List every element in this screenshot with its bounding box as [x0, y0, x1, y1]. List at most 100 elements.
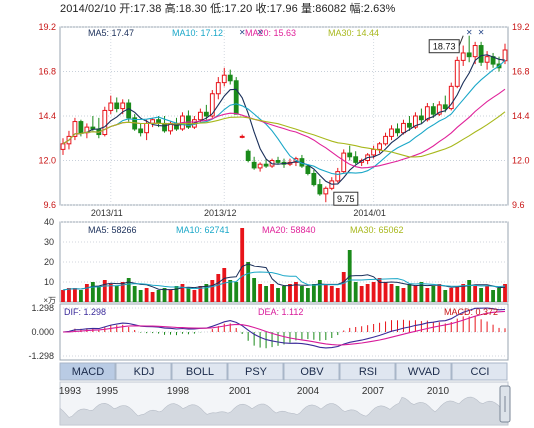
volume-bar — [132, 286, 137, 302]
candle-body — [401, 122, 406, 134]
candle-body — [371, 148, 377, 156]
range-marker-icon: ✕ — [257, 28, 264, 37]
volume-bar — [90, 282, 95, 302]
candle-body — [407, 122, 412, 128]
volume-legend-ma20: MA20: 58840 — [262, 225, 316, 235]
tab-obv[interactable] — [283, 362, 340, 381]
candle-body — [275, 160, 281, 163]
candle-body — [311, 172, 317, 186]
candle-body — [436, 104, 442, 115]
price-tick-right: 14.4 — [512, 111, 530, 121]
ma5-line — [62, 54, 506, 185]
month-label: 2013/12 — [204, 208, 237, 218]
candle-body — [502, 49, 508, 62]
volume-bar — [252, 278, 257, 302]
tab-label: CCI — [471, 366, 490, 378]
volume-bar — [353, 282, 358, 302]
volume-bar — [276, 288, 280, 302]
month-label: 2014/01 — [353, 208, 386, 218]
candle-body — [144, 122, 150, 134]
tab-macd[interactable] — [59, 362, 116, 381]
volume-bar — [383, 282, 388, 302]
volume-bar — [335, 288, 340, 302]
tab-boll[interactable] — [171, 362, 228, 381]
candle-body — [430, 106, 436, 115]
timeline-year-label: 1993 — [59, 386, 82, 397]
volume-bar — [311, 284, 316, 302]
low-annotation-label: 9.75 — [337, 194, 355, 204]
price-tick-left: 12.0 — [38, 156, 56, 166]
candle-body — [478, 45, 484, 63]
tab-wvad[interactable] — [395, 362, 452, 381]
volume-bar — [425, 288, 430, 302]
range-marker-icon: ✕ — [478, 28, 485, 37]
candle-body — [120, 102, 126, 110]
price-tick-left: 19.2 — [38, 22, 56, 32]
price-tick-right: 16.8 — [512, 67, 530, 77]
candle-body — [227, 74, 233, 82]
volume-bar — [198, 286, 203, 302]
candle-body — [221, 74, 227, 84]
volume-bar — [401, 288, 406, 302]
volume-bar — [73, 288, 77, 302]
volume-bar — [264, 286, 268, 302]
candle-body — [424, 106, 430, 121]
volume-bar — [323, 284, 328, 302]
volume-bar — [300, 286, 304, 302]
high-annotation-label: 18.73 — [433, 42, 456, 52]
volume-bar — [371, 282, 376, 302]
candle-body — [263, 163, 269, 167]
timeline-year-label: 2010 — [427, 386, 450, 397]
price-legend-ma20: MA20: 15.63 — [245, 28, 296, 38]
volume-bar — [270, 284, 274, 302]
candle-body — [442, 104, 448, 110]
timeline-year-label: 1998 — [167, 386, 190, 397]
tab-psy[interactable] — [227, 362, 284, 381]
tab-label: KDJ — [134, 366, 155, 378]
volume-bar — [467, 280, 472, 302]
candle-body — [78, 121, 84, 134]
volume-bar — [359, 286, 364, 302]
price-tick-left: 9.6 — [43, 200, 56, 210]
candle-body — [108, 102, 114, 111]
dea-line — [62, 310, 506, 346]
volume-bar — [240, 228, 245, 302]
volume-bar — [168, 290, 173, 302]
volume-bar — [294, 282, 298, 302]
volume-bar — [377, 278, 382, 302]
low-annotation-box — [333, 191, 359, 206]
candle-body — [162, 122, 167, 132]
volume-bar — [156, 290, 161, 302]
tab-cci[interactable] — [451, 362, 508, 381]
volume-bar — [341, 272, 346, 302]
volume-bar — [120, 282, 125, 302]
high-annotation-box — [428, 39, 460, 54]
tab-kdj[interactable] — [115, 362, 172, 381]
tab-rsi[interactable] — [339, 362, 396, 381]
volume-bar — [228, 280, 233, 302]
candle-body — [245, 150, 251, 162]
volume-bar — [503, 284, 507, 302]
candle-body — [239, 135, 245, 138]
volume-bar — [67, 288, 71, 302]
candle-body — [233, 80, 239, 115]
candle-body — [102, 109, 108, 136]
volume-bar — [431, 286, 436, 302]
volume-bar — [413, 286, 418, 302]
volume-bar — [204, 284, 209, 302]
candle-body — [305, 165, 311, 174]
candle-body — [126, 102, 132, 119]
volume-bar — [329, 286, 334, 302]
ma10-line — [62, 59, 506, 175]
volume-bar — [216, 274, 221, 302]
volume-bar — [192, 290, 197, 302]
volume-bar — [258, 284, 263, 302]
macd-legend-dea: DEA: 1.112 — [258, 307, 303, 317]
volume-bar — [174, 286, 179, 302]
timeline-year-label: 2004 — [297, 386, 320, 397]
candle-body — [418, 115, 424, 121]
volume-bar — [150, 292, 155, 302]
timeline-volume-shape — [59, 396, 509, 426]
